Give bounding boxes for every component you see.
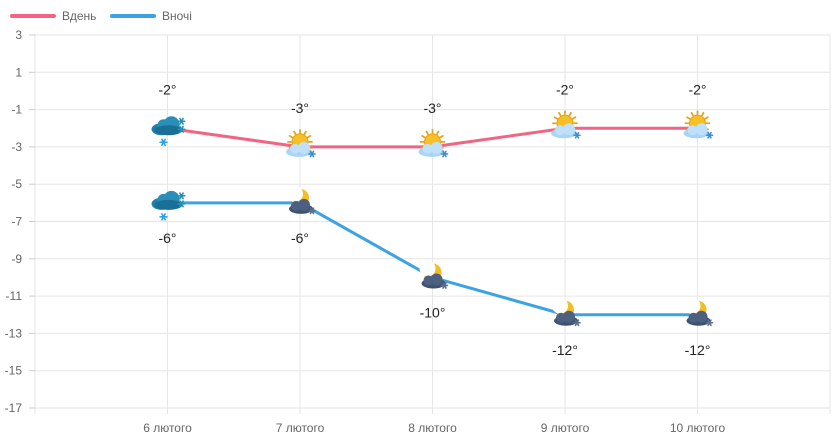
y-tick-label: -11 (6, 289, 23, 303)
x-axis: 6 лютого 7 лютого 8 лютого 9 лютого 10 лютог… (143, 421, 725, 435)
legend-swatch-night (110, 14, 156, 18)
legend-item-night[interactable]: Вночі (110, 9, 192, 23)
legend-item-day[interactable]: Вдень (10, 9, 96, 23)
y-tick-label: -7 (11, 215, 22, 229)
legend[interactable]: Вдень Вночі (10, 9, 192, 23)
data-label: -2° (158, 81, 176, 97)
y-tick-label: -17 (5, 401, 23, 415)
data-label: -3° (291, 100, 309, 116)
moon-cloud-snow-icon (287, 185, 316, 215)
legend-label-day: Вдень (62, 9, 96, 23)
data-label: -6° (291, 230, 309, 246)
y-axis: 3 1 -1 -3 -5 -7 -9 -11 -13 -15 -17 (5, 28, 35, 415)
data-label: -10° (420, 304, 446, 320)
x-tick-label: 9 лютого (541, 421, 590, 435)
x-tick-label: 10 лютого (670, 421, 726, 435)
data-labels: -2° -3° -3° -2° -2° -6° -6° -10° -12° -12° (158, 81, 710, 358)
sun-cloud-snow-icon (551, 110, 581, 139)
x-tick-label: 6 лютого (143, 421, 192, 435)
legend-swatch-day (10, 14, 56, 18)
legend-label-night: Вночі (162, 9, 192, 23)
data-label: -2° (556, 81, 574, 97)
snow-cloud-icon (151, 116, 186, 146)
sun-cloud-snow-icon (418, 128, 449, 158)
moon-cloud-snow-icon (419, 260, 449, 289)
x-tick-label: 8 лютого (408, 421, 457, 435)
data-label: -12° (552, 342, 578, 358)
y-tick-label: -9 (11, 252, 22, 266)
x-tick-label: 7 лютого (276, 421, 325, 435)
y-tick-label: -15 (5, 364, 23, 378)
data-label: -3° (423, 100, 441, 116)
data-label: -2° (688, 81, 706, 97)
moon-cloud-snow-icon (684, 297, 714, 327)
y-tick-label: -1 (11, 103, 22, 117)
moon-cloud-snow-icon (552, 297, 581, 327)
y-tick-label: -5 (11, 177, 22, 191)
y-tick-label: -3 (11, 140, 22, 154)
y-tick-label: 3 (15, 28, 22, 42)
data-label: -6° (158, 230, 176, 246)
grid (34, 34, 831, 414)
y-tick-label: -13 (5, 326, 23, 340)
snow-cloud-icon (151, 190, 186, 221)
sun-cloud-snow-icon (286, 128, 316, 158)
y-tick-label: 1 (15, 65, 22, 79)
data-label: -12° (685, 342, 711, 358)
weather-icons (151, 110, 714, 327)
sun-cloud-snow-icon (683, 110, 714, 139)
